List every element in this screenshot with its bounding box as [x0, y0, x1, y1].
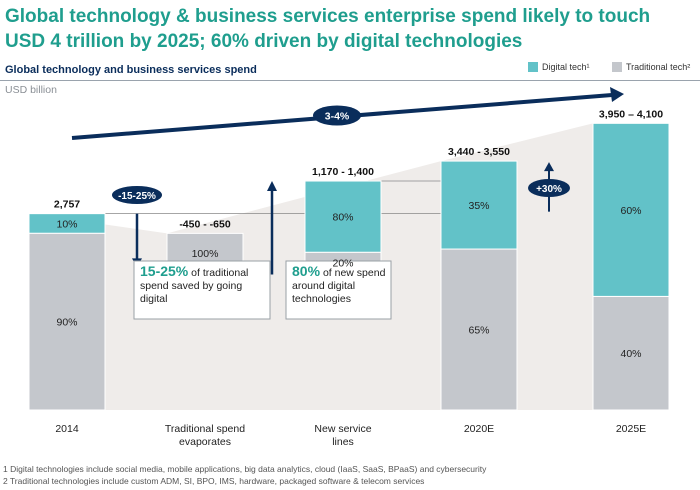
- bar-digital-4: [592, 122, 670, 297]
- data-label-digital-3: 35%: [468, 200, 489, 212]
- total-label-0: 2,757: [54, 199, 80, 211]
- increase-pill-label: +30%: [536, 184, 562, 195]
- legend-digital: Digital tech¹: [528, 62, 590, 72]
- bar-traditional-3: [440, 248, 518, 411]
- legend-digital-label: Digital tech¹: [542, 62, 590, 72]
- increase-arrow-head: [544, 162, 554, 172]
- category-label-2-1: lines: [332, 436, 354, 448]
- data-label-digital-0: 10%: [56, 218, 77, 230]
- title-line-1: Global technology & business services en…: [5, 6, 651, 27]
- data-label-traditional-4: 40%: [620, 348, 641, 360]
- header-divider: [0, 80, 700, 81]
- data-label-traditional-3: 65%: [468, 325, 489, 337]
- bar-digital-3: [440, 160, 518, 250]
- data-label-traditional-2: 20%: [332, 257, 353, 269]
- callout-saved-box: [133, 260, 271, 320]
- callout-new-box: [285, 260, 392, 320]
- total-label-4: 3,950 – 4,100: [599, 108, 663, 120]
- title-line-2: USD 4 trillion by 2025; 60% driven by di…: [5, 31, 523, 52]
- category-label-1-0: Traditional spend: [165, 423, 245, 435]
- legend-traditional-swatch: [612, 62, 622, 72]
- legend-traditional-label: Traditional tech²: [626, 62, 691, 72]
- bar-digital-2: [304, 180, 382, 253]
- bar-digital-0: [28, 213, 106, 234]
- footnote-1: 1 Digital technologies include social me…: [3, 464, 487, 474]
- callout-new-body: of new spend around digital technologies: [292, 267, 386, 305]
- legend-traditional: Traditional tech²: [612, 62, 690, 72]
- growth-pill-label: 3-4%: [325, 111, 350, 123]
- callout-new-highlight: 80%: [292, 265, 321, 279]
- category-label-2-0: New service: [314, 423, 371, 435]
- total-label-2: 1,170 - 1,400: [312, 166, 374, 178]
- bar-traditional-0: [28, 232, 106, 411]
- callout-saved-highlight: 15-25%: [140, 265, 189, 279]
- callout-saved-text-wrap: 15-25% of traditional spend saved by goi…: [140, 265, 266, 306]
- data-label-traditional-1: 100%: [192, 248, 219, 260]
- growth-arrow-head: [610, 87, 624, 102]
- data-label-traditional-0: 90%: [56, 317, 77, 329]
- callout-new-text: 80% of new spend around digital technolo…: [292, 265, 387, 306]
- data-label-digital-4: 60%: [620, 205, 641, 217]
- category-label-1-1: evaporates: [179, 436, 231, 448]
- callout-new-text-wrap: 80% of new spend around digital technolo…: [292, 265, 387, 306]
- chart-title: Global technology & business services en…: [5, 4, 695, 54]
- legend-digital-swatch: [528, 62, 538, 72]
- category-label-0-0: 2014: [55, 423, 79, 435]
- total-label-3: 3,440 - 3,550: [448, 146, 510, 158]
- reduction-pill: [112, 186, 162, 204]
- total-label-1: -450 - -650: [179, 218, 231, 230]
- callout-saved-text: 15-25% of traditional spend saved by goi…: [140, 265, 266, 306]
- category-label-4-0: 2025E: [616, 423, 646, 435]
- chart-subtitle: Global technology and business services …: [5, 64, 257, 76]
- footnote-2: 2 Traditional technologies include custo…: [3, 476, 425, 486]
- increase-pill: [528, 179, 570, 197]
- category-label-3-0: 2020E: [464, 423, 494, 435]
- bar-traditional-4: [592, 295, 670, 411]
- unit-label: USD billion: [5, 84, 57, 96]
- reduction-pill-label: -15-25%: [118, 191, 156, 202]
- callout-saved-body: of traditional spend saved by going digi…: [140, 267, 249, 305]
- growth-pill: [313, 105, 361, 126]
- new-lines-arrow-head: [267, 181, 277, 192]
- data-label-digital-2: 80%: [332, 212, 353, 224]
